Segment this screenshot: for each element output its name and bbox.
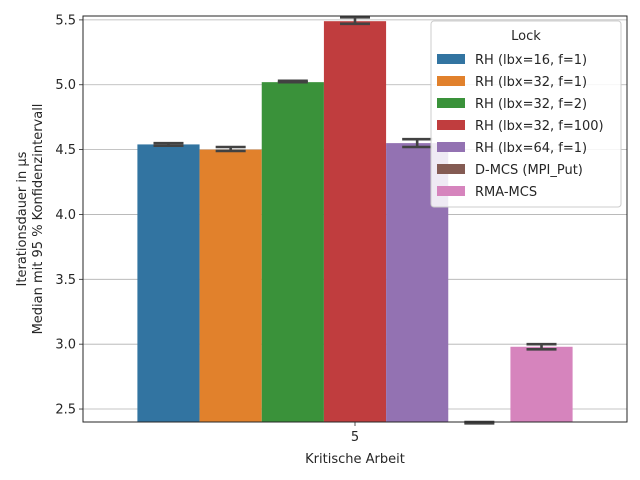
legend-swatch [437, 98, 465, 108]
legend: Lock RH (lbx=16, f=1) RH (lbx=32, f=1) RH (… [430, 20, 622, 208]
y-tick-label: 3.5 [55, 273, 76, 288]
x-axis-ticks: 5 [351, 422, 359, 445]
x-axis-label: Kritische Arbeit [305, 452, 405, 467]
legend-swatch [437, 76, 465, 86]
x-tick-label: 5 [351, 430, 359, 445]
legend-swatch [437, 54, 465, 64]
y-tick-label: 5.5 [55, 13, 76, 28]
bar [261, 82, 324, 422]
legend-swatch [437, 186, 465, 196]
y-tick-label: 2.5 [55, 403, 76, 418]
y-tick-label: 3.0 [55, 338, 76, 353]
y-axis-label-line1: Iterationsdauer in µs [15, 151, 30, 286]
legend-entry-label: RMA-MCS [475, 185, 537, 200]
legend-entry-label: RH (lbx=16, f=1) [475, 53, 587, 68]
bar [137, 144, 200, 422]
legend-box [430, 20, 622, 208]
bar [323, 21, 387, 422]
legend-entry-label: RH (lbx=32, f=100) [475, 119, 604, 134]
y-tick-label: 5.0 [55, 78, 76, 93]
legend-swatch [437, 164, 465, 174]
legend-swatch [437, 120, 465, 130]
legend-entry-label: D-MCS (MPI_Put) [475, 163, 583, 178]
error-bars [153, 15, 557, 425]
bar [199, 149, 262, 423]
legend-swatch [437, 142, 465, 152]
y-axis-ticks: 2.5 3.0 3.5 4.0 4.5 5.0 5.5 [55, 13, 83, 418]
legend-title: Lock [511, 29, 541, 44]
bars [137, 21, 573, 423]
bar [510, 346, 573, 422]
y-axis-label-line2: Median mit 95 % Konfidenzintervall [31, 104, 46, 335]
y-tick-label: 4.0 [55, 208, 76, 223]
legend-entry-label: RH (lbx=64, f=1) [475, 141, 587, 156]
legend-entry-label: RH (lbx=32, f=2) [475, 97, 587, 112]
y-tick-label: 4.5 [55, 143, 76, 158]
legend-entry-label: RH (lbx=32, f=1) [475, 75, 587, 90]
